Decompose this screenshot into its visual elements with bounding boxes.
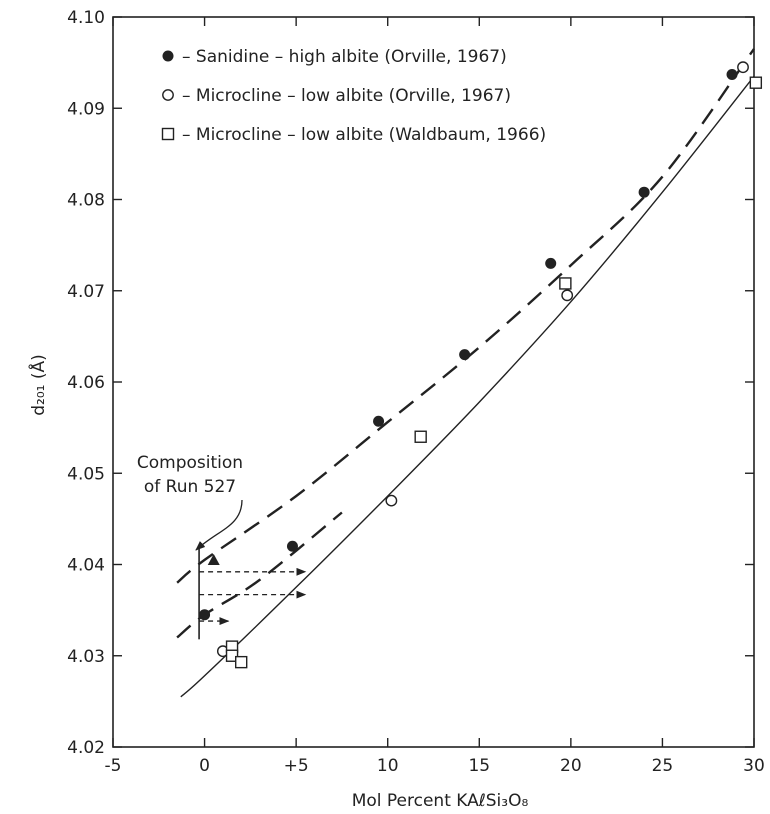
y-axis-title: d₂₀₁ (Å) [27,354,49,416]
composition-annotation: Composition of Run 527 [137,453,307,640]
annotation-text: Composition [137,453,243,473]
y-tick-label: 4.08 [67,191,105,211]
x-tick-label: -5 [105,756,122,776]
x-tick-label: +5 [284,756,309,776]
y-tick-label: 4.04 [67,556,105,576]
fit-curves [176,48,755,698]
data-point [726,68,738,80]
annotation-text: of Run 527 [144,477,236,497]
legend: – Sanidine – high albite (Orville, 1967)… [161,47,546,145]
data-point [638,186,650,198]
data-point [459,349,471,361]
y-tick-label: 4.02 [67,738,105,758]
data-point [385,494,398,507]
data-points [199,61,763,669]
data-point [749,76,763,89]
data-point [373,415,385,427]
legend-marker [162,89,174,101]
dashed-fit-curve [176,511,343,639]
data-point [286,540,298,552]
y-tick-label: 4.09 [67,99,105,119]
y-tick-label: 4.05 [67,464,105,484]
y-tick-label: 4.06 [67,373,105,393]
legend-label: – Sanidine – high albite (Orville, 1967) [182,47,507,67]
data-point [225,649,239,662]
solid-fit-curve [180,75,755,698]
data-point [737,61,749,74]
annotation-arrow [195,499,243,551]
y-tick-label: 4.07 [67,282,105,302]
triangle-marker [207,553,220,565]
x-tick-label: 25 [652,756,674,776]
x-tick-label: 0 [199,756,210,776]
data-point [414,430,427,443]
data-point [545,257,557,269]
dashed-fit-curve [176,48,755,584]
data-point [199,609,211,621]
legend-marker [162,50,174,62]
data-point [561,289,574,302]
axis-ticks: -5 0 +5 10 15 20 25 30 4.02 4.03 4.04 4.05 4.06 4.07 4… [67,8,765,776]
x-tick-label: 30 [743,756,765,776]
y-tick-label: 4.03 [67,647,105,667]
legend-label: – Microcline – low albite (Waldbaum, 196… [182,125,546,145]
x-axis-title: Mol Percent KAℓSi₃O₈ [352,791,529,811]
legend-label: – Microcline – low albite (Orville, 1967… [182,86,511,106]
data-point [559,277,572,290]
data-point [234,655,248,669]
x-tick-label: 20 [560,756,582,776]
x-tick-label: 15 [468,756,490,776]
legend-marker [161,127,175,141]
x-tick-label: 10 [377,756,399,776]
y-tick-label: 4.10 [67,8,105,28]
